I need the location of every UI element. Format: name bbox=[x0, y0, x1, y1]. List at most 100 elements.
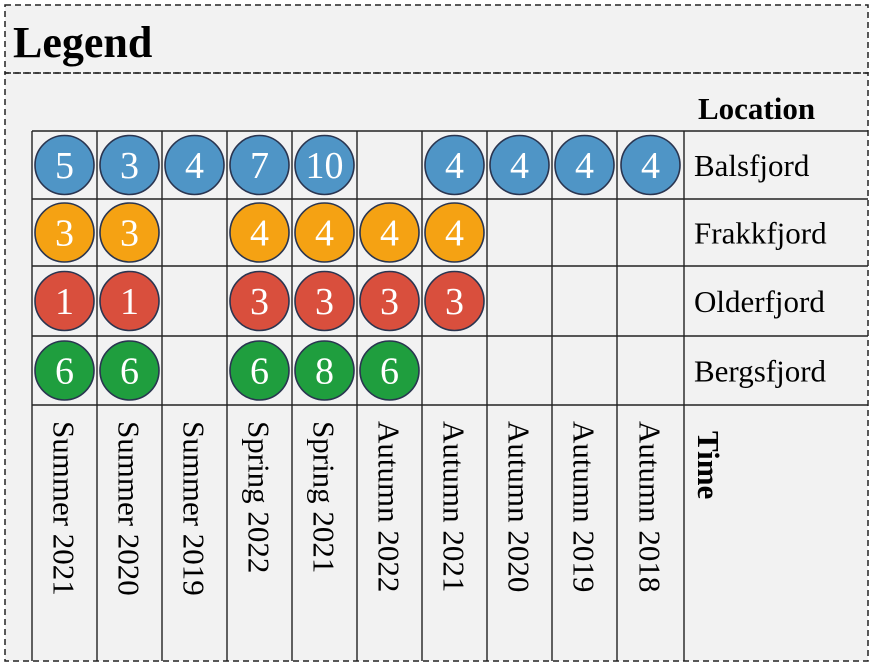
circle-count-value: 6 bbox=[120, 351, 139, 393]
circle-count-value: 1 bbox=[120, 281, 139, 323]
circle-marker bbox=[229, 134, 290, 196]
time-label-8: Autumn 2019 bbox=[567, 421, 602, 592]
circle-count-value: 3 bbox=[315, 281, 334, 323]
count-circle-frakkfjord-5: 4 bbox=[359, 202, 420, 263]
circle-count-value: 3 bbox=[120, 145, 139, 187]
count-circle-balsfjord-7: 4 bbox=[489, 134, 550, 196]
circle-count-value: 10 bbox=[306, 145, 344, 187]
time-label-2: Summer 2019 bbox=[177, 421, 212, 596]
count-circle-bergsfjord-4: 8 bbox=[294, 340, 355, 401]
circle-count-value: 1 bbox=[55, 281, 74, 323]
time-labels: Summer 2021 Summer 2020 Summer 2019 Spring … bbox=[47, 421, 668, 596]
circle-marker bbox=[34, 202, 95, 263]
circle-marker bbox=[164, 134, 225, 196]
count-circle-frakkfjord-3: 4 bbox=[229, 202, 290, 263]
time-label-1: Summer 2020 bbox=[112, 421, 147, 596]
count-circle-balsfjord-2: 4 bbox=[164, 134, 225, 196]
circle-marker bbox=[229, 340, 290, 401]
circle-count-value: 3 bbox=[380, 281, 399, 323]
circle-count-value: 4 bbox=[445, 145, 464, 187]
circle-marker bbox=[229, 202, 290, 263]
circle-marker bbox=[424, 202, 485, 263]
circle-marker bbox=[294, 202, 355, 263]
count-circle-balsfjord-9: 4 bbox=[620, 134, 681, 196]
time-label-9: Autumn 2018 bbox=[633, 421, 668, 592]
circle-marker bbox=[359, 340, 420, 401]
circle-count-value: 5 bbox=[55, 145, 74, 187]
circle-count-value: 3 bbox=[445, 281, 464, 323]
count-circle-bergsfjord-0: 6 bbox=[34, 340, 95, 401]
count-circle-olderfjord-4: 3 bbox=[294, 270, 355, 332]
count-circle-balsfjord-0: 5 bbox=[34, 134, 95, 196]
circle-count-value: 6 bbox=[380, 351, 399, 393]
circle-marker bbox=[34, 134, 95, 196]
count-circle-balsfjord-4: 10 bbox=[294, 134, 355, 196]
count-circle-balsfjord-8: 4 bbox=[554, 134, 615, 196]
count-circle-frakkfjord-1: 3 bbox=[99, 202, 160, 263]
circle-marker bbox=[359, 202, 420, 263]
circle-count-value: 6 bbox=[250, 351, 269, 393]
count-circle-olderfjord-0: 1 bbox=[34, 270, 95, 332]
circle-count-value: 3 bbox=[55, 213, 74, 255]
time-label-4: Spring 2021 bbox=[307, 421, 342, 573]
time-header: Time bbox=[691, 431, 726, 499]
circle-marker bbox=[294, 134, 355, 196]
count-circle-balsfjord-6: 4 bbox=[424, 134, 485, 196]
circle-count-value: 3 bbox=[120, 213, 139, 255]
circle-count-value: 4 bbox=[315, 213, 334, 255]
count-circle-balsfjord-1: 3 bbox=[99, 134, 160, 196]
count-circle-balsfjord-3: 7 bbox=[229, 134, 290, 196]
count-circle-bergsfjord-1: 6 bbox=[99, 340, 160, 401]
count-circle-frakkfjord-0: 3 bbox=[34, 202, 95, 263]
circle-marker bbox=[620, 134, 681, 196]
location-labels: Balsfjord Frakkfjord Olderfjord Bergsfjord bbox=[694, 148, 827, 389]
circle-marker bbox=[554, 134, 615, 196]
count-circle-olderfjord-1: 1 bbox=[99, 270, 160, 332]
circle-count-value: 4 bbox=[380, 213, 399, 255]
legend-body-box bbox=[4, 72, 869, 662]
time-label-6: Autumn 2021 bbox=[437, 421, 472, 592]
time-label-0: Summer 2021 bbox=[47, 421, 82, 596]
circle-count-value: 4 bbox=[445, 213, 464, 255]
grid-lines bbox=[31, 130, 868, 661]
circle-marker bbox=[99, 270, 160, 332]
circle-count-value: 4 bbox=[575, 145, 594, 187]
circle-marker bbox=[34, 270, 95, 332]
count-circles: 5 3 4 7 10 4 4 4 4 3 3 4 4 4 4 1 1 3 3 3 3 6 6 6 8 6 bbox=[34, 134, 681, 401]
count-circle-frakkfjord-4: 4 bbox=[294, 202, 355, 263]
circle-count-value: 7 bbox=[250, 145, 269, 187]
circle-marker bbox=[99, 134, 160, 196]
location-label-bergsfjord: Bergsfjord bbox=[694, 354, 827, 389]
circle-marker bbox=[34, 340, 95, 401]
count-circle-olderfjord-5: 3 bbox=[359, 270, 420, 332]
circle-marker bbox=[359, 270, 420, 332]
circle-marker bbox=[424, 134, 485, 196]
circle-marker bbox=[294, 270, 355, 332]
circle-count-value: 3 bbox=[250, 281, 269, 323]
time-label-7: Autumn 2020 bbox=[502, 421, 537, 592]
location-label-frakkfjord: Frakkfjord bbox=[694, 216, 827, 251]
circle-marker bbox=[99, 202, 160, 263]
circle-marker bbox=[229, 270, 290, 332]
circle-count-value: 4 bbox=[510, 145, 529, 187]
location-label-olderfjord: Olderfjord bbox=[694, 284, 825, 319]
legend-background bbox=[5, 5, 868, 661]
count-circle-frakkfjord-6: 4 bbox=[424, 202, 485, 263]
circle-count-value: 8 bbox=[315, 351, 334, 393]
circle-marker bbox=[294, 340, 355, 401]
circle-marker bbox=[424, 270, 485, 332]
circle-count-value: 6 bbox=[55, 351, 74, 393]
circle-marker bbox=[489, 134, 550, 196]
circle-count-value: 4 bbox=[641, 145, 660, 187]
circle-count-value: 4 bbox=[185, 145, 204, 187]
location-label-balsfjord: Balsfjord bbox=[694, 148, 810, 183]
count-circle-bergsfjord-3: 6 bbox=[229, 340, 290, 401]
circle-count-value: 4 bbox=[250, 213, 269, 255]
count-circle-olderfjord-3: 3 bbox=[229, 270, 290, 332]
count-circle-olderfjord-6: 3 bbox=[424, 270, 485, 332]
time-label-5: Autumn 2022 bbox=[372, 421, 407, 592]
legend-title: Legend bbox=[13, 18, 152, 67]
time-label-3: Spring 2022 bbox=[242, 421, 277, 573]
location-header: Location bbox=[698, 91, 815, 126]
